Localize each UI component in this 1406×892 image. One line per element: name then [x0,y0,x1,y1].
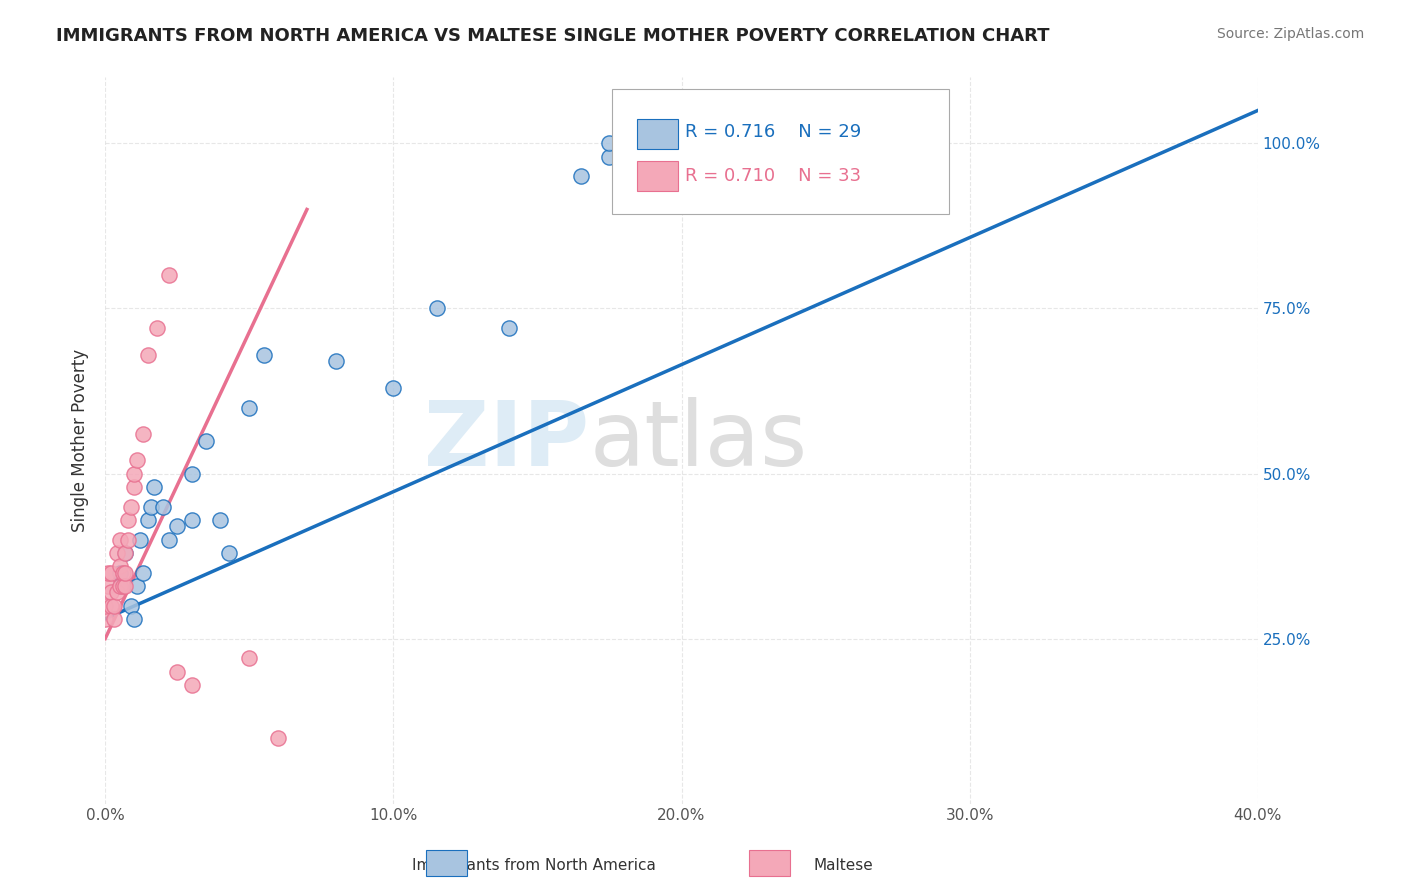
Text: Maltese: Maltese [814,858,873,872]
Point [108,558,131,573]
Text: ZIP: ZIP [425,397,589,484]
Point [166,665,188,679]
Point [157,533,180,547]
Point [97,566,120,580]
Point [756,136,779,151]
Point [114,566,136,580]
Point [253,348,276,362]
Point [94,612,117,626]
Point [100,599,122,613]
Point [598,136,620,151]
Point [105,585,128,599]
Point [426,301,449,316]
Point [117,533,139,547]
Point [166,519,188,533]
Point [111,566,134,580]
Y-axis label: Single Mother Poverty: Single Mother Poverty [72,349,89,533]
Point [131,426,153,441]
Point [103,612,125,626]
Point [152,500,174,514]
Point [128,533,150,547]
Point [218,546,240,560]
Point [141,500,163,514]
Point [143,480,166,494]
Point [195,434,218,448]
Text: IMMIGRANTS FROM NORTH AMERICA VS MALTESE SINGLE MOTHER POVERTY CORRELATION CHART: IMMIGRANTS FROM NORTH AMERICA VS MALTESE… [56,27,1050,45]
Point [103,599,125,613]
Point [97,579,120,593]
Point [100,566,122,580]
Point [238,401,260,415]
Point [114,579,136,593]
Point [125,453,148,467]
Point [131,566,153,580]
Point [114,546,136,560]
Point [325,354,347,368]
Text: R = 0.710    N = 33: R = 0.710 N = 33 [685,167,860,185]
Point [120,500,142,514]
Point [569,169,592,184]
Point [108,579,131,593]
Point [138,348,160,362]
Point [138,513,160,527]
Point [146,321,169,335]
Text: atlas: atlas [589,397,807,484]
Point [122,612,145,626]
Point [498,321,520,335]
Point [209,513,232,527]
Point [180,513,202,527]
Point [157,268,180,283]
Text: Immigrants from North America: Immigrants from North America [412,858,657,872]
Point [117,513,139,527]
Point [122,480,145,494]
Point [114,546,136,560]
Point [105,546,128,560]
Point [111,579,134,593]
Point [108,566,131,580]
Point [598,150,620,164]
Point [238,651,260,665]
Point [267,731,290,745]
Point [125,579,148,593]
Point [100,585,122,599]
Text: Source: ZipAtlas.com: Source: ZipAtlas.com [1216,27,1364,41]
Point [120,599,142,613]
Point [94,599,117,613]
Point [108,579,131,593]
Point [180,467,202,481]
Point [122,467,145,481]
Text: R = 0.716    N = 29: R = 0.716 N = 29 [685,123,860,141]
Point [108,533,131,547]
Point [382,381,405,395]
Point [180,678,202,692]
